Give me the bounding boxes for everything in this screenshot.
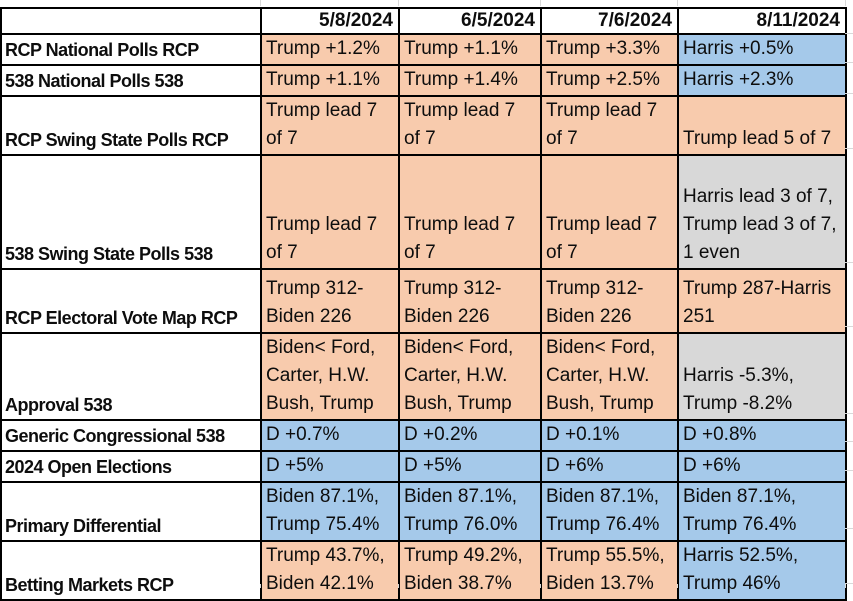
gridline-faint — [845, 326, 853, 327]
table-row: 538 Swing State Polls 538 Trump lead 7 of… — [0, 154, 847, 270]
data-cell[interactable]: Biden 87.1%, Trump 75.4% — [260, 481, 400, 542]
gridline-faint — [845, 262, 853, 263]
column-header-date[interactable]: 6/5/2024 — [398, 7, 542, 35]
column-header-date[interactable]: 7/6/2024 — [540, 7, 679, 35]
gridline-faint — [845, 413, 853, 414]
data-cell[interactable]: Trump lead 7 of 7 — [398, 95, 542, 156]
gridline-faint — [677, 584, 678, 588]
table-row: Primary Differential Biden 87.1%, Trump 7… — [0, 481, 847, 542]
data-cell[interactable]: Trump 312- Biden 226 — [398, 268, 542, 334]
data-cell[interactable]: Biden 87.1%, Trump 76.4% — [677, 481, 847, 542]
row-label[interactable]: 538 Swing State Polls 538 — [0, 154, 262, 270]
data-cell[interactable]: Harris 52.5%, Trump 46% — [677, 540, 847, 601]
gridline-faint — [845, 62, 853, 63]
header-row: 5/8/2024 6/5/2024 7/6/2024 8/11/2024 — [0, 7, 847, 35]
row-label[interactable]: Primary Differential — [0, 481, 262, 542]
row-label[interactable]: RCP Swing State Polls RCP — [0, 95, 262, 156]
row-label[interactable]: 2024 Open Elections — [0, 450, 262, 483]
row-label[interactable]: RCP Electoral Vote Map RCP — [0, 268, 262, 334]
data-cell[interactable]: Trump lead 7 of 7 — [540, 154, 679, 270]
data-cell[interactable]: Trump 312- Biden 226 — [540, 268, 679, 334]
data-cell[interactable]: Trump +3.3% — [540, 33, 679, 66]
data-cell[interactable]: Trump lead 7 of 7 — [398, 154, 542, 270]
gridline-faint — [398, 584, 399, 588]
data-cell[interactable]: Trump +1.1% — [398, 33, 542, 66]
data-cell[interactable]: Harris +2.3% — [677, 64, 847, 97]
data-cell[interactable]: D +0.7% — [260, 419, 400, 452]
row-label[interactable]: 538 National Polls 538 — [0, 64, 262, 97]
corner-cell[interactable] — [0, 7, 262, 35]
data-cell[interactable]: Harris -5.3%, Trump -8.2% — [677, 332, 847, 421]
data-cell[interactable]: D +0.1% — [540, 419, 679, 452]
data-cell[interactable]: Trump lead 5 of 7 — [677, 95, 847, 156]
row-label[interactable]: Approval 538 — [0, 332, 262, 421]
gridline-faint — [845, 470, 853, 471]
table-row: RCP Swing State Polls RCP Trump lead 7 of… — [0, 95, 847, 156]
gridline-faint — [260, 0, 261, 6]
table-row: RCP Electoral Vote Map RCP Trump 312- Bid… — [0, 268, 847, 334]
table-row: 2024 Open Elections D +5% D +5% D +6% D +6% — [0, 450, 847, 483]
table-row: RCP National Polls RCP Trump +1.2% Trump +… — [0, 33, 847, 66]
data-cell[interactable]: Trump lead 7 of 7 — [260, 154, 400, 270]
gridline-faint — [845, 583, 853, 584]
data-cell[interactable]: Trump 43.7%, Biden 42.1% — [260, 540, 400, 601]
row-label[interactable]: RCP National Polls RCP — [0, 33, 262, 66]
data-cell[interactable]: D +6% — [677, 450, 847, 483]
poll-tracker-table: 5/8/2024 6/5/2024 7/6/2024 8/11/2024 RCP Na… — [0, 7, 847, 601]
data-cell[interactable]: D +0.8% — [677, 419, 847, 452]
data-cell[interactable]: Trump +1.1% — [260, 64, 400, 97]
data-cell[interactable]: D +5% — [260, 450, 400, 483]
data-cell[interactable]: Biden< Ford, Carter, H.W. Bush, Trump — [260, 332, 400, 421]
data-cell[interactable]: Biden 87.1%, Trump 76.4% — [540, 481, 679, 542]
gridline-faint — [398, 0, 399, 6]
gridline-faint — [260, 584, 261, 588]
column-header-date[interactable]: 8/11/2024 — [677, 7, 847, 35]
data-cell[interactable]: Trump +1.2% — [260, 33, 400, 66]
gridline-faint — [845, 93, 853, 94]
gridline-faint — [540, 0, 541, 6]
gridline-faint — [845, 441, 853, 442]
gridline-faint — [845, 584, 846, 588]
column-header-date[interactable]: 5/8/2024 — [260, 7, 400, 35]
row-label[interactable]: Betting Markets RCP — [0, 540, 262, 601]
table-row: Generic Congressional 538 D +0.7% D +0.2% D… — [0, 419, 847, 452]
row-label[interactable]: Generic Congressional 538 — [0, 419, 262, 452]
data-cell[interactable]: Trump 287-Harris 251 — [677, 268, 847, 334]
gridline-faint — [540, 584, 541, 588]
gridline-faint — [845, 0, 846, 6]
table-row: 538 National Polls 538 Trump +1.1% Trump +… — [0, 64, 847, 97]
data-cell[interactable]: Biden< Ford, Carter, H.W. Bush, Trump — [398, 332, 542, 421]
data-cell[interactable]: Biden 87.1%, Trump 76.0% — [398, 481, 542, 542]
data-cell[interactable]: Trump 312- Biden 226 — [260, 268, 400, 334]
data-cell[interactable]: Biden< Ford, Carter, H.W. Bush, Trump — [540, 332, 679, 421]
data-cell[interactable]: D +0.2% — [398, 419, 542, 452]
data-cell[interactable]: Trump +1.4% — [398, 64, 542, 97]
gridline-faint — [677, 0, 678, 6]
data-cell[interactable]: D +5% — [398, 450, 542, 483]
data-cell[interactable]: Harris lead 3 of 7, Trump lead 3 of 7, 1… — [677, 154, 847, 270]
data-cell[interactable]: Trump +2.5% — [540, 64, 679, 97]
data-cell[interactable]: Trump lead 7 of 7 — [260, 95, 400, 156]
table-row: Betting Markets RCP Trump 43.7%, Biden 42… — [0, 540, 847, 601]
data-cell[interactable]: D +6% — [540, 450, 679, 483]
data-cell[interactable]: Trump 55.5%, Biden 13.7% — [540, 540, 679, 601]
table-row: Approval 538 Biden< Ford, Carter, H.W. Bu… — [0, 332, 847, 421]
gridline-faint — [845, 148, 853, 149]
data-cell[interactable]: Harris +0.5% — [677, 33, 847, 66]
gridline-faint — [845, 528, 853, 529]
data-cell[interactable]: Trump 49.2%, Biden 38.7% — [398, 540, 542, 601]
data-cell[interactable]: Trump lead 7 of 7 — [540, 95, 679, 156]
gridline-faint — [845, 33, 853, 34]
